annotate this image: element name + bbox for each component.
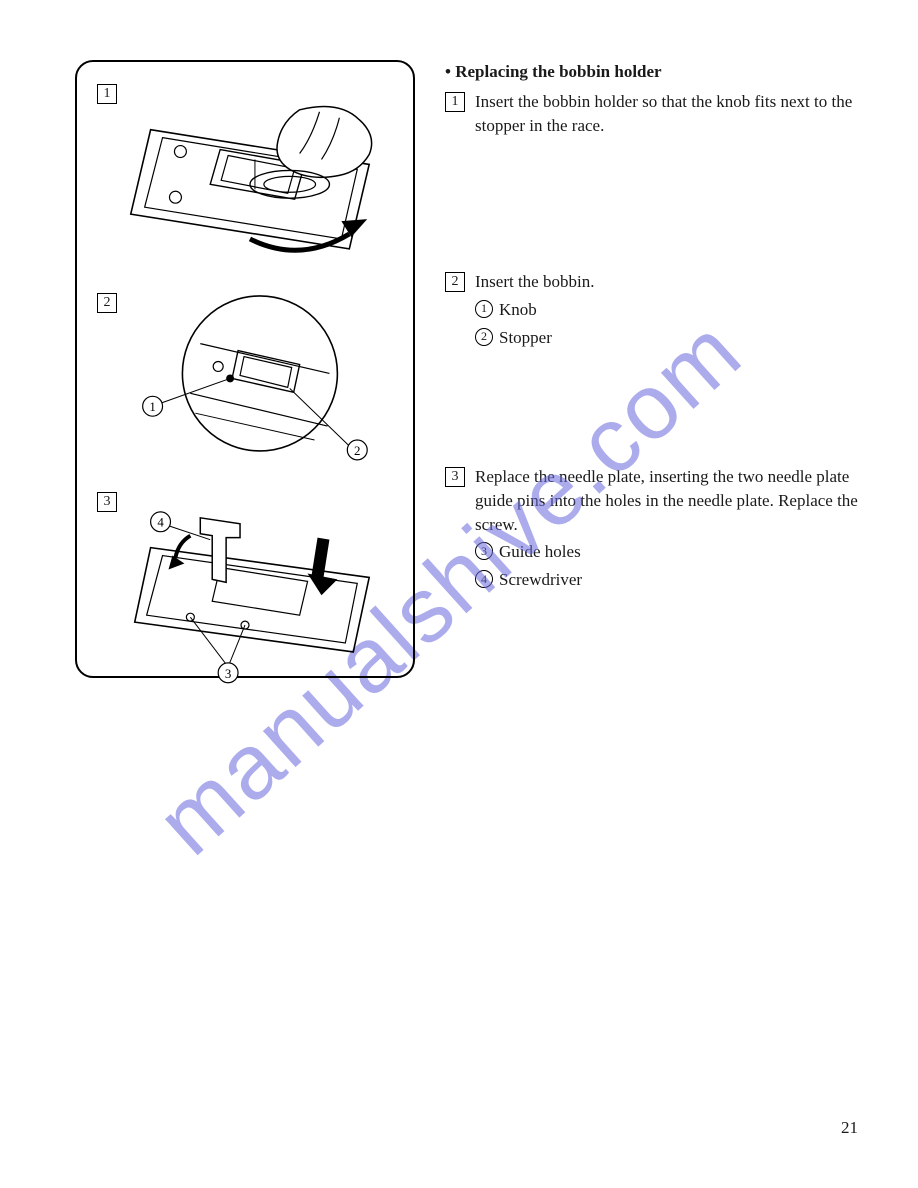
- page-number: 21: [841, 1118, 858, 1138]
- step-3-sub-1: 3 Guide holes: [475, 540, 858, 564]
- step-2-sub-1: 1 Knob: [475, 298, 858, 322]
- callout-1-label: Knob: [499, 298, 537, 322]
- callout-4-label: Screwdriver: [499, 568, 582, 592]
- figure-1-label: 1: [97, 84, 117, 104]
- step-3: 3 Replace the needle plate, inserting th…: [445, 465, 858, 592]
- figure-3: 3 4: [91, 488, 399, 692]
- step-3-text: Replace the needle plate, inserting the …: [475, 465, 858, 536]
- figure-2-label: 2: [97, 293, 117, 313]
- figure-3-label: 3: [97, 492, 117, 512]
- step-1-text: Insert the bobbin holder so that the kno…: [475, 90, 858, 138]
- manual-page: 1: [75, 60, 858, 678]
- callout-2-icon: 2: [475, 328, 493, 346]
- figure-3-illustration: 4 3: [91, 488, 399, 687]
- svg-text:2: 2: [354, 443, 360, 458]
- callout-2-label: Stopper: [499, 326, 552, 350]
- step-3-sub-2: 4 Screwdriver: [475, 568, 858, 592]
- instructions-column: • Replacing the bobbin holder 1 Insert t…: [445, 60, 858, 678]
- callout-3-label: Guide holes: [499, 540, 581, 564]
- step-2-number: 2: [445, 272, 465, 292]
- figure-2-illustration: 1 2: [91, 289, 399, 473]
- callout-3-icon: 3: [475, 542, 493, 560]
- step-3-number: 3: [445, 467, 465, 487]
- svg-text:3: 3: [225, 665, 231, 680]
- diagram-panel: 1: [75, 60, 415, 678]
- figure-1: 1: [91, 80, 399, 279]
- section-title: • Replacing the bobbin holder: [445, 62, 858, 82]
- svg-text:4: 4: [157, 514, 164, 529]
- step-2-sub-2: 2 Stopper: [475, 326, 858, 350]
- callout-1-icon: 1: [475, 300, 493, 318]
- figure-2: 2 1 2: [91, 289, 399, 478]
- step-1-number: 1: [445, 92, 465, 112]
- figure-1-illustration: [91, 80, 399, 274]
- step-1: 1 Insert the bobbin holder so that the k…: [445, 90, 858, 138]
- callout-4-icon: 4: [475, 570, 493, 588]
- step-2-text: Insert the bobbin.: [475, 270, 858, 294]
- step-2: 2 Insert the bobbin. 1 Knob 2 Stopper: [445, 270, 858, 349]
- svg-text:1: 1: [149, 399, 155, 414]
